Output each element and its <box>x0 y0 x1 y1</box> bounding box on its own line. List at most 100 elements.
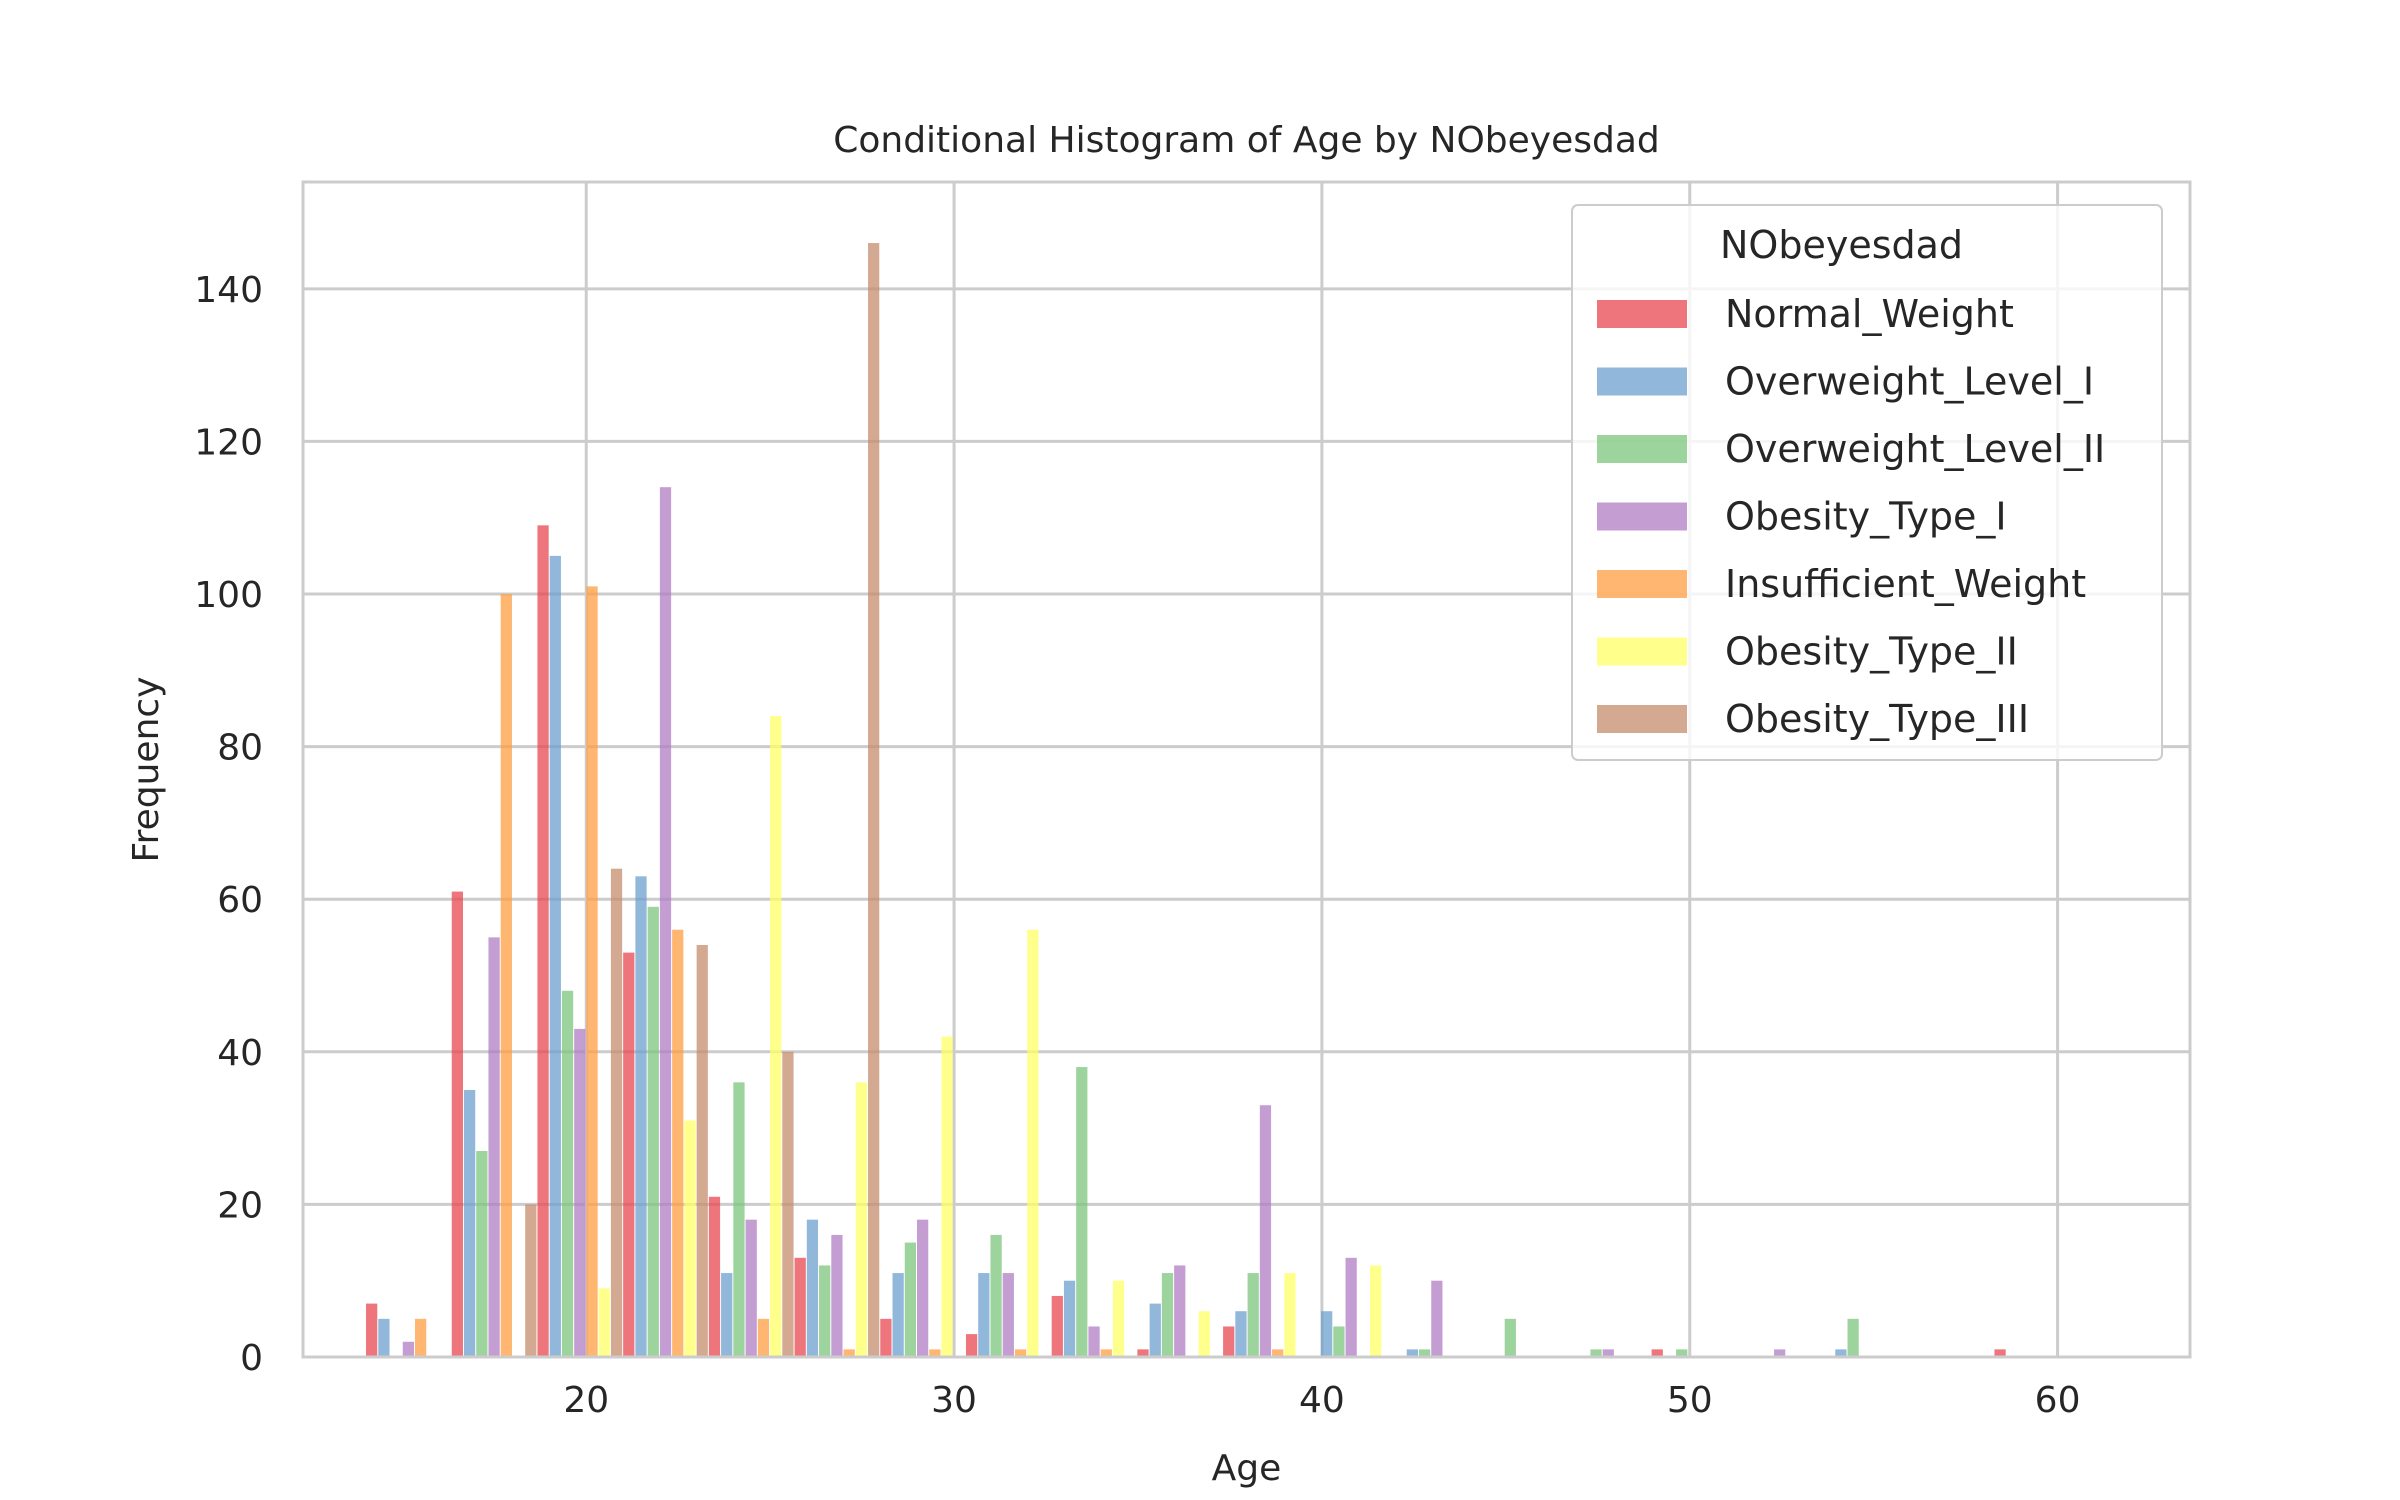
y-tick-label: 0 <box>240 1338 263 1379</box>
y-tick-label: 40 <box>217 1033 263 1074</box>
y-axis-label: Frequency <box>126 677 167 863</box>
bar <box>1235 1311 1247 1357</box>
bar <box>574 1028 586 1357</box>
bar <box>1051 1295 1063 1357</box>
bar <box>745 1219 757 1357</box>
bar <box>904 1242 916 1357</box>
bar <box>1406 1349 1418 1357</box>
bar <box>782 1051 794 1357</box>
bar <box>610 868 623 1357</box>
y-tick-label: 120 <box>194 422 263 463</box>
bar <box>684 1120 696 1357</box>
bar <box>1333 1326 1345 1357</box>
bar <box>1676 1349 1688 1357</box>
bar <box>831 1234 843 1357</box>
bar <box>929 1349 941 1357</box>
bar <box>647 906 659 1357</box>
bar <box>892 1273 904 1357</box>
legend-swatch <box>1597 502 1687 531</box>
legend-label: Insufficient_Weight <box>1725 562 2086 606</box>
bar <box>965 1334 978 1357</box>
x-axis-label: Age <box>1212 1448 1282 1489</box>
legend-swatch <box>1597 367 1687 396</box>
legend-swatch <box>1597 705 1687 733</box>
bar <box>463 1089 476 1357</box>
legend-items: Normal_Weight Overweight_Level_I Overweigh… <box>1597 292 2105 741</box>
bar <box>721 1273 733 1357</box>
chart-title: Conditional Histogram of Age by NObeyesd… <box>833 120 1660 161</box>
bar <box>990 1234 1002 1357</box>
y-tick-label: 60 <box>217 880 263 921</box>
x-tick-label: 40 <box>1299 1380 1345 1421</box>
bar <box>561 990 574 1357</box>
bar <box>1088 1326 1100 1357</box>
bar <box>366 1303 378 1357</box>
bar <box>868 243 880 1358</box>
bar <box>1223 1326 1235 1357</box>
bar <box>549 555 561 1357</box>
bar <box>1002 1273 1014 1357</box>
bar <box>916 1219 929 1357</box>
bar <box>1014 1349 1027 1357</box>
bar <box>1284 1273 1296 1357</box>
bar <box>941 1036 953 1357</box>
bar <box>1259 1105 1272 1357</box>
bar <box>1504 1318 1516 1357</box>
legend-swatch <box>1597 300 1687 328</box>
bar <box>708 1196 721 1357</box>
bar <box>1847 1318 1859 1357</box>
y-tick-label: 20 <box>217 1185 263 1226</box>
bar <box>1370 1265 1382 1357</box>
legend: NObeyesdad Normal_Weight Overweight_Level… <box>1571 204 2163 761</box>
bar <box>1272 1349 1284 1357</box>
y-tick-label: 140 <box>194 270 263 311</box>
legend-swatch <box>1597 637 1687 666</box>
bar <box>1602 1349 1614 1357</box>
x-tick-label: 20 <box>563 1380 609 1421</box>
bar <box>659 487 672 1357</box>
legend-label: Obesity_Type_III <box>1725 697 2029 741</box>
bar <box>1418 1349 1431 1357</box>
legend-label: Obesity_Type_I <box>1725 495 2007 539</box>
bars <box>366 243 2006 1358</box>
legend-label: Overweight_Level_I <box>1725 360 2094 404</box>
legend-swatch <box>1597 570 1687 598</box>
bar <box>843 1349 855 1357</box>
bar <box>1198 1311 1210 1357</box>
bar <box>1994 1349 2006 1357</box>
bar <box>855 1082 868 1357</box>
legend-label: Obesity_Type_II <box>1725 630 2018 674</box>
bar <box>1247 1273 1259 1357</box>
bar <box>451 891 463 1357</box>
bar <box>819 1265 831 1357</box>
bar <box>378 1318 390 1357</box>
bar <box>1321 1311 1333 1357</box>
bar <box>978 1273 990 1357</box>
bar <box>1112 1280 1125 1357</box>
bar <box>488 937 500 1357</box>
bar <box>672 929 684 1357</box>
y-tick-label: 80 <box>217 728 263 769</box>
bar <box>476 1150 488 1357</box>
bar <box>1027 929 1039 1357</box>
bar <box>500 594 512 1357</box>
bar <box>402 1341 415 1357</box>
bar <box>1774 1349 1786 1357</box>
bar <box>537 525 549 1357</box>
bar <box>1100 1349 1112 1357</box>
bar <box>1076 1067 1088 1357</box>
bar <box>586 586 598 1357</box>
bar <box>1651 1349 1663 1357</box>
bar <box>635 876 647 1357</box>
bar <box>696 944 708 1357</box>
bar <box>1161 1273 1174 1357</box>
legend-swatch <box>1597 435 1687 463</box>
bar <box>880 1318 892 1357</box>
bar <box>794 1257 806 1357</box>
bar <box>1174 1265 1186 1357</box>
y-ticks: 0 20 40 60 80 100 120 140 <box>194 270 263 1379</box>
bar <box>733 1082 745 1357</box>
bar <box>1063 1280 1076 1357</box>
x-ticks: 20 30 40 50 60 <box>563 1380 2080 1421</box>
